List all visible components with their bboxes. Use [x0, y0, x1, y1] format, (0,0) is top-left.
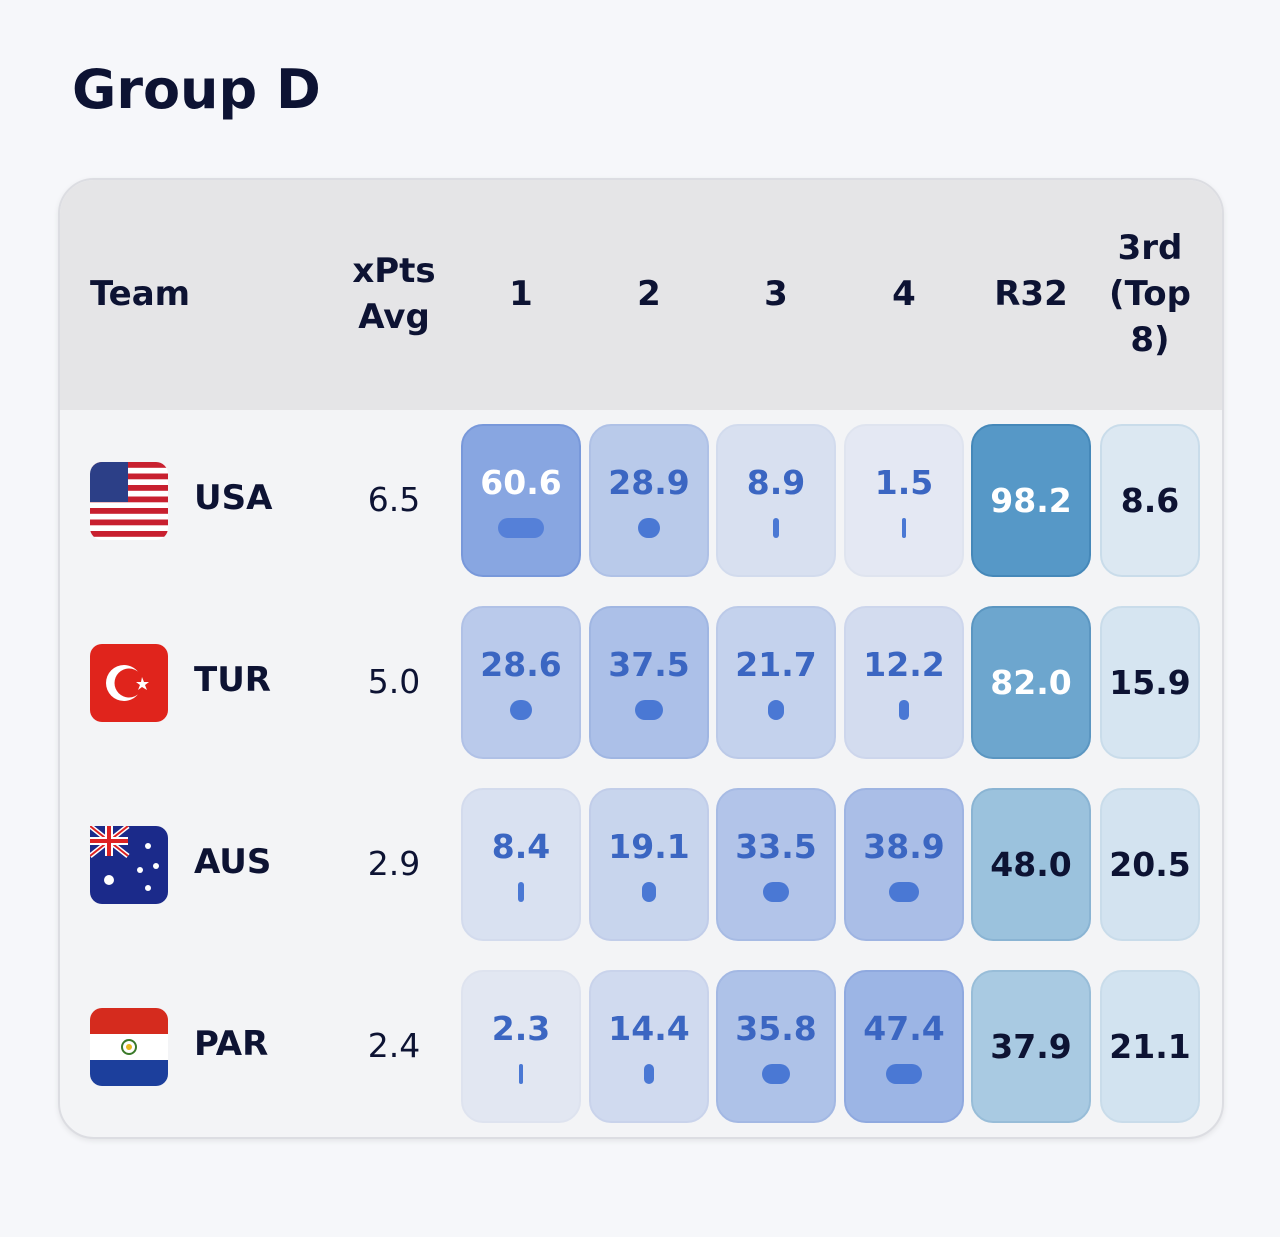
- prob-value: 28.9: [608, 463, 690, 502]
- prob-bar: [517, 882, 525, 902]
- prob-value: 82.0: [990, 663, 1072, 702]
- prob-cell: 12.2: [844, 606, 964, 759]
- prob-cell: 21.1: [1100, 970, 1200, 1123]
- prob-value: 60.6: [480, 463, 562, 502]
- prob-cell: 21.7: [716, 606, 836, 759]
- team-name: USA: [194, 478, 273, 518]
- prob-cell: 82.0: [971, 606, 1091, 759]
- team-flag: [90, 1008, 168, 1086]
- prob-value: 20.5: [1109, 845, 1191, 884]
- team-name: TUR: [194, 660, 271, 700]
- prob-cell: 47.4: [844, 970, 964, 1123]
- prob-value: 37.9: [990, 1027, 1072, 1066]
- prob-cell: 37.5: [589, 606, 709, 759]
- xpts-avg: 6.5: [367, 480, 421, 519]
- prob-value: 47.4: [863, 1009, 945, 1048]
- prob-value: 8.4: [491, 827, 551, 866]
- xpts-avg: 2.4: [367, 1026, 421, 1065]
- prob-bar: [885, 1064, 922, 1084]
- table-header: Team xPts Avg 1 2 3 4 R32 3rd (Top 8): [60, 180, 1222, 410]
- prob-cell: 8.4: [461, 788, 581, 941]
- prob-cell: 60.6: [461, 424, 581, 577]
- prob-cell: 1.5: [844, 424, 964, 577]
- prob-cell: 8.6: [1100, 424, 1200, 577]
- team-flag: [90, 462, 168, 540]
- team-flag: [88, 824, 168, 904]
- prob-cell: 8.9: [716, 424, 836, 577]
- prob-value: 2.3: [491, 1009, 551, 1048]
- prob-bar: [762, 1064, 790, 1084]
- team-name: AUS: [194, 842, 272, 882]
- column-header: Team: [90, 274, 191, 315]
- prob-value: 14.4: [608, 1009, 690, 1048]
- prob-cell: 20.5: [1100, 788, 1200, 941]
- prob-value: 1.5: [874, 463, 934, 502]
- prob-bar: [772, 518, 780, 538]
- prob-cell: 19.1: [589, 788, 709, 941]
- team-name: PAR: [194, 1024, 269, 1064]
- prob-bar: [889, 882, 919, 902]
- prob-cell: 48.0: [971, 788, 1091, 941]
- prob-cell: 35.8: [716, 970, 836, 1123]
- prob-value: 8.9: [746, 463, 806, 502]
- prob-bar: [634, 700, 664, 720]
- prob-value: 28.6: [480, 645, 562, 684]
- prob-value: 19.1: [608, 827, 690, 866]
- prob-bar: [510, 700, 532, 720]
- team-flag: [90, 644, 168, 722]
- prob-cell: 28.6: [461, 606, 581, 759]
- prob-value: 98.2: [990, 481, 1072, 520]
- prob-cell: 15.9: [1100, 606, 1200, 759]
- prob-bar: [519, 1064, 523, 1084]
- prob-value: 8.6: [1120, 481, 1180, 520]
- prob-bar: [899, 700, 909, 720]
- prob-value: 35.8: [735, 1009, 817, 1048]
- column-header: xPts Avg: [352, 251, 436, 337]
- prob-cell: 33.5: [716, 788, 836, 941]
- prob-bar: [763, 882, 789, 902]
- table-card: Team xPts Avg 1 2 3 4 R32 3rd (Top 8) USA 6.5 60.…: [58, 178, 1224, 1139]
- prob-bar: [902, 518, 906, 538]
- title: Group D: [72, 58, 321, 121]
- prob-bar: [497, 518, 545, 538]
- prob-bar: [767, 700, 785, 720]
- prob-cell: 37.9: [971, 970, 1091, 1123]
- column-header: 4: [892, 274, 916, 315]
- prob-cell: 14.4: [589, 970, 709, 1123]
- prob-value: 33.5: [735, 827, 817, 866]
- prob-value: 12.2: [863, 645, 945, 684]
- column-header: R32: [994, 274, 1068, 315]
- prob-value: 21.1: [1109, 1027, 1191, 1066]
- prob-cell: 28.9: [589, 424, 709, 577]
- xpts-avg: 5.0: [367, 662, 421, 701]
- prob-cell: 2.3: [461, 970, 581, 1123]
- prob-cell: 98.2: [971, 424, 1091, 577]
- prob-value: 37.5: [608, 645, 690, 684]
- column-header: 3: [764, 274, 788, 315]
- prob-value: 15.9: [1109, 663, 1191, 702]
- prob-cell: 38.9: [844, 788, 964, 941]
- prob-bar: [643, 1064, 655, 1084]
- prob-value: 38.9: [863, 827, 945, 866]
- column-header: 3rd (Top 8): [1109, 228, 1191, 360]
- column-header: 1: [509, 274, 533, 315]
- prob-bar: [638, 518, 660, 538]
- prob-value: 48.0: [990, 845, 1072, 884]
- prob-value: 21.7: [735, 645, 817, 684]
- xpts-avg: 2.9: [367, 844, 421, 883]
- prob-bar: [641, 882, 657, 902]
- column-header: 2: [637, 274, 661, 315]
